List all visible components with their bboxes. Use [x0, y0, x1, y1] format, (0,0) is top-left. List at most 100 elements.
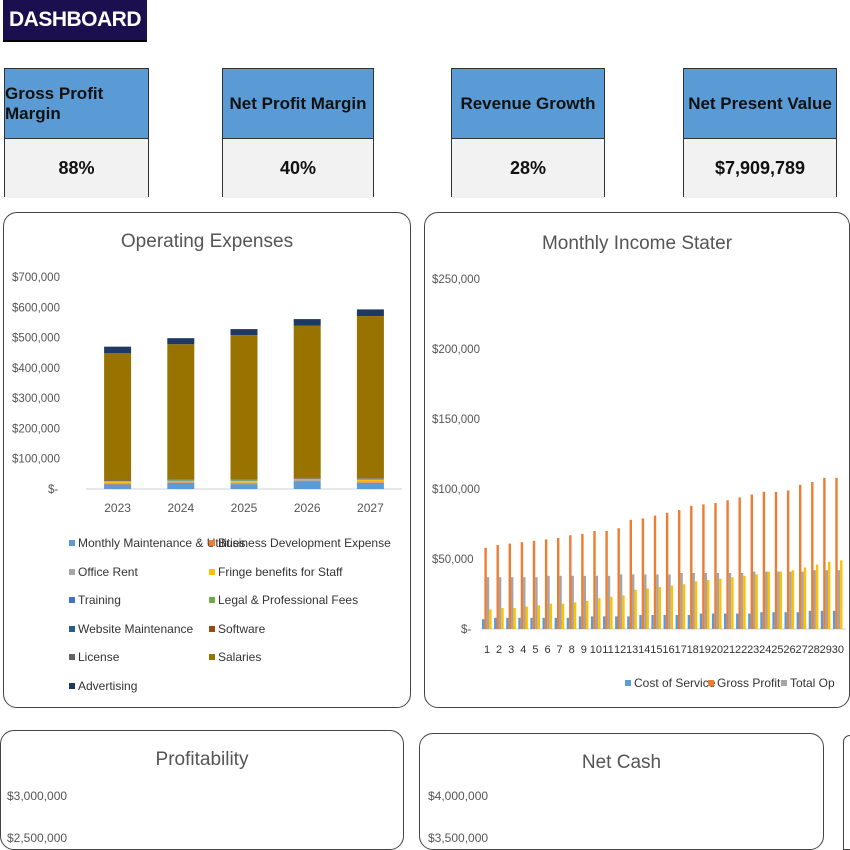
legend-item: Cost of Service — [625, 676, 715, 690]
bar — [569, 535, 572, 629]
bar — [808, 610, 812, 629]
bar — [627, 616, 630, 629]
bar — [840, 560, 843, 629]
legend-label: Office Rent — [78, 564, 138, 579]
bar — [801, 571, 804, 629]
legend-swatch — [69, 540, 75, 546]
bar — [762, 491, 766, 629]
x-tick: 20 — [711, 644, 723, 656]
bar — [557, 538, 560, 629]
bar-segment — [230, 335, 258, 480]
bar — [678, 510, 681, 629]
bar — [726, 500, 729, 629]
legend-swatch — [209, 568, 215, 575]
bar — [578, 616, 582, 629]
legend-item: Office Rent — [69, 565, 138, 579]
bar — [663, 615, 666, 629]
legend-item: Website Maintenance — [69, 622, 193, 636]
bar-segment — [230, 329, 258, 336]
legend-item: Business Development Expense — [209, 536, 391, 550]
bar-segment — [356, 479, 384, 480]
bar — [736, 613, 739, 629]
bar-segment — [104, 484, 132, 489]
bar — [690, 505, 693, 629]
legend-label: Business Development Expense — [218, 536, 391, 550]
bar-segment — [293, 325, 321, 478]
bar — [482, 619, 485, 629]
legend-swatch — [69, 654, 75, 660]
bar — [593, 531, 596, 629]
x-tick: 2023 — [104, 501, 131, 515]
bar-segment — [230, 480, 258, 483]
x-tick: 2025 — [231, 501, 258, 515]
bar — [704, 573, 707, 629]
bar-segment — [356, 482, 384, 483]
bar — [682, 584, 686, 629]
x-tick: 1 — [484, 644, 490, 656]
y-tick: $600,000 — [12, 302, 60, 314]
legend-label: Training — [78, 593, 121, 607]
bar — [774, 491, 778, 629]
bar-segment — [293, 480, 321, 482]
bar — [750, 494, 753, 629]
bar — [803, 567, 807, 629]
bar — [772, 612, 775, 629]
legend-swatch — [69, 625, 75, 632]
bar-segment — [167, 344, 195, 480]
bar — [520, 542, 524, 629]
x-tick: 28 — [808, 644, 820, 656]
bar — [629, 519, 632, 629]
x-tick: 4 — [520, 644, 526, 656]
bar — [603, 616, 606, 629]
bar-segment — [104, 481, 132, 483]
bar — [665, 512, 669, 629]
bar — [484, 547, 487, 629]
x-tick: 26 — [783, 644, 795, 656]
bar — [518, 617, 521, 629]
y-tick: $100,000 — [432, 484, 480, 496]
y-tick: $400,000 — [12, 363, 60, 375]
bar — [658, 587, 661, 629]
bar — [549, 603, 553, 629]
bar — [607, 575, 611, 629]
legend-swatch — [69, 682, 75, 689]
y-tick: $100,000 — [12, 454, 60, 466]
bar — [740, 573, 744, 629]
y-tick: $300,000 — [12, 393, 60, 405]
bar — [820, 610, 824, 629]
bar — [537, 605, 540, 629]
bar-segment — [293, 479, 321, 481]
legend-swatch — [781, 680, 787, 686]
bar — [728, 573, 732, 629]
bar — [738, 497, 741, 629]
bar — [835, 477, 838, 629]
bar — [765, 571, 768, 629]
bar — [694, 581, 698, 629]
legend-swatch — [209, 597, 215, 603]
kpi-value: 40% — [223, 139, 373, 198]
bar-segment — [356, 481, 384, 483]
legend-swatch — [69, 568, 75, 575]
y-tick: $- — [48, 484, 58, 496]
bar-segment — [104, 346, 132, 354]
bar — [680, 573, 683, 629]
kpi-net-present-value: Net Present Value $7,909,789 — [683, 68, 837, 198]
x-tick: 22 — [735, 644, 747, 656]
x-tick: 25 — [771, 644, 783, 656]
bar-segment — [356, 482, 384, 489]
bar-segment — [356, 316, 384, 479]
legend-item: Advertising — [69, 679, 137, 693]
x-tick: 17 — [674, 644, 686, 656]
kpi-label: Gross Profit Margin — [5, 69, 148, 139]
bar — [573, 602, 577, 629]
bar-segment — [293, 481, 321, 489]
bar — [675, 615, 678, 629]
bar — [506, 617, 509, 629]
bar — [692, 573, 695, 629]
bar — [668, 574, 671, 629]
bar — [523, 577, 526, 629]
bar — [639, 615, 642, 629]
bar-segment — [230, 479, 258, 481]
legend-swatch — [209, 654, 215, 660]
bar — [532, 540, 536, 629]
